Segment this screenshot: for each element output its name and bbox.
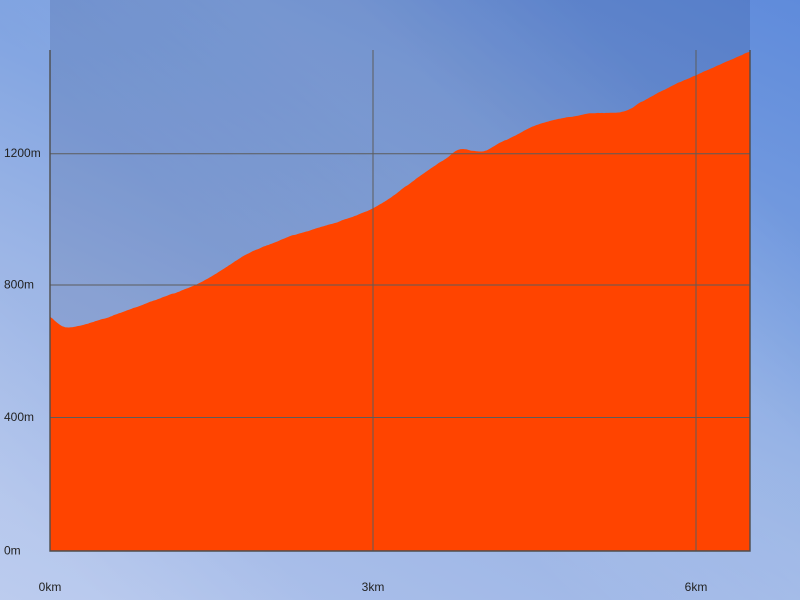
- svg-text:400m: 400m: [4, 410, 34, 424]
- svg-text:6km: 6km: [685, 580, 708, 594]
- svg-text:0m: 0m: [4, 544, 21, 558]
- svg-text:3km: 3km: [362, 580, 385, 594]
- svg-text:0km: 0km: [39, 580, 62, 594]
- svg-text:800m: 800m: [4, 278, 34, 292]
- svg-text:1200m: 1200m: [4, 146, 41, 160]
